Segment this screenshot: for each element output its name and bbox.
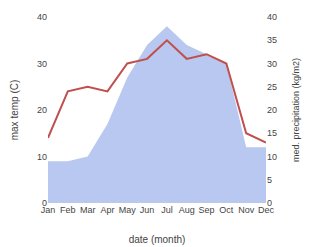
- svg-text:30: 30: [37, 59, 47, 69]
- svg-text:Oct: Oct: [219, 205, 234, 215]
- svg-text:Sep: Sep: [199, 205, 215, 215]
- svg-text:max temp (C): max temp (C): [9, 80, 20, 141]
- svg-text:Jan: Jan: [41, 205, 56, 215]
- svg-text:40: 40: [37, 12, 47, 22]
- svg-text:30: 30: [267, 59, 277, 69]
- svg-text:10: 10: [267, 152, 277, 162]
- svg-text:Aug: Aug: [179, 205, 195, 215]
- svg-text:med. precipitation (kg/m2): med. precipitation (kg/m2): [291, 58, 301, 162]
- svg-text:25: 25: [267, 82, 277, 92]
- svg-text:Mar: Mar: [80, 205, 96, 215]
- svg-text:5: 5: [267, 175, 272, 185]
- svg-text:40: 40: [267, 12, 277, 22]
- svg-text:date (month): date (month): [129, 234, 186, 245]
- svg-text:0: 0: [42, 198, 47, 208]
- svg-text:20: 20: [37, 105, 47, 115]
- svg-text:10: 10: [37, 152, 47, 162]
- svg-text:35: 35: [267, 35, 277, 45]
- svg-text:Dec: Dec: [258, 205, 275, 215]
- svg-text:15: 15: [267, 128, 277, 138]
- svg-text:0: 0: [267, 198, 272, 208]
- svg-text:Jul: Jul: [161, 205, 173, 215]
- svg-text:Apr: Apr: [100, 205, 114, 215]
- svg-text:20: 20: [267, 105, 277, 115]
- svg-text:May: May: [119, 205, 137, 215]
- svg-text:Feb: Feb: [60, 205, 76, 215]
- svg-text:Nov: Nov: [238, 205, 255, 215]
- svg-text:Jun: Jun: [140, 205, 155, 215]
